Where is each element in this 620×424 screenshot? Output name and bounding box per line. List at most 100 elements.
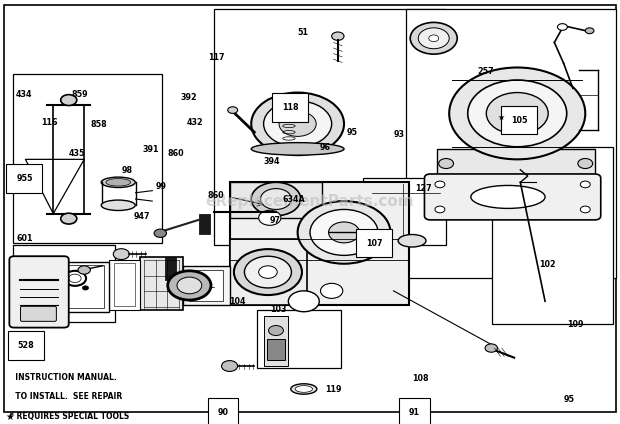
Text: 435: 435 — [69, 149, 85, 158]
Bar — [437, 149, 595, 178]
Ellipse shape — [101, 177, 135, 187]
Text: 93: 93 — [394, 130, 404, 139]
Circle shape — [486, 92, 548, 134]
Text: 98: 98 — [122, 166, 133, 175]
Bar — [109, 259, 140, 310]
Circle shape — [485, 344, 497, 352]
Ellipse shape — [398, 234, 426, 247]
Circle shape — [177, 277, 202, 294]
Circle shape — [251, 182, 301, 216]
Circle shape — [332, 32, 344, 40]
Ellipse shape — [291, 384, 317, 394]
Bar — [406, 9, 616, 278]
Bar — [363, 178, 446, 245]
Bar — [140, 257, 183, 310]
Circle shape — [154, 229, 167, 237]
Text: 601: 601 — [16, 234, 33, 243]
Circle shape — [264, 101, 332, 147]
Circle shape — [580, 181, 590, 188]
Circle shape — [259, 210, 281, 225]
Circle shape — [61, 95, 77, 106]
Text: 860: 860 — [208, 191, 224, 200]
Text: eReplacementParts.com: eReplacementParts.com — [206, 194, 414, 209]
Circle shape — [221, 360, 237, 371]
Bar — [257, 310, 341, 368]
Text: 96: 96 — [319, 142, 330, 152]
Circle shape — [260, 189, 291, 209]
Ellipse shape — [471, 185, 545, 209]
Bar — [214, 9, 446, 245]
Text: 108: 108 — [412, 374, 428, 383]
Circle shape — [449, 67, 585, 159]
Circle shape — [435, 206, 445, 213]
Text: 119: 119 — [326, 385, 342, 394]
Text: 91: 91 — [409, 408, 420, 417]
Text: * REQUIRES SPECIAL TOOLS: * REQUIRES SPECIAL TOOLS — [10, 412, 129, 421]
Circle shape — [251, 92, 344, 155]
Bar — [198, 214, 210, 234]
Text: 107: 107 — [366, 239, 382, 248]
Circle shape — [329, 222, 360, 243]
Circle shape — [418, 28, 449, 49]
Circle shape — [82, 286, 89, 290]
Text: ★: ★ — [497, 114, 505, 123]
Text: 51: 51 — [298, 28, 309, 37]
Bar — [229, 182, 409, 305]
Bar — [63, 262, 109, 312]
Circle shape — [69, 274, 81, 282]
Circle shape — [298, 201, 391, 264]
Bar — [114, 263, 135, 306]
Text: 95: 95 — [564, 395, 575, 404]
Text: 947: 947 — [134, 212, 150, 220]
Text: INSTRUCTION MANUAL.: INSTRUCTION MANUAL. — [10, 373, 117, 382]
Text: 127: 127 — [415, 184, 432, 193]
Circle shape — [429, 35, 439, 42]
Circle shape — [310, 209, 378, 255]
Circle shape — [234, 249, 302, 295]
Text: 116: 116 — [41, 117, 58, 127]
Circle shape — [435, 181, 445, 188]
Text: 104: 104 — [229, 297, 246, 306]
Bar — [189, 270, 223, 301]
Bar — [264, 316, 288, 366]
Circle shape — [64, 271, 86, 286]
Text: 97: 97 — [270, 216, 281, 225]
Text: 95: 95 — [347, 128, 358, 137]
Text: 432: 432 — [186, 117, 203, 127]
Bar — [165, 257, 175, 280]
Bar — [229, 239, 307, 305]
Circle shape — [578, 159, 593, 168]
Circle shape — [288, 291, 319, 312]
Text: 257: 257 — [477, 67, 494, 76]
Text: 109: 109 — [567, 320, 583, 329]
Text: TO INSTALL.  SEE REPAIR: TO INSTALL. SEE REPAIR — [10, 392, 122, 402]
Circle shape — [585, 28, 594, 33]
Circle shape — [467, 80, 567, 147]
Text: 858: 858 — [91, 120, 107, 129]
Ellipse shape — [101, 200, 135, 210]
Circle shape — [113, 249, 130, 259]
Bar — [492, 147, 613, 324]
Bar — [267, 339, 285, 360]
Circle shape — [268, 326, 283, 335]
FancyBboxPatch shape — [9, 256, 69, 328]
FancyBboxPatch shape — [425, 174, 601, 220]
Circle shape — [30, 271, 52, 286]
Text: 117: 117 — [208, 53, 224, 62]
Circle shape — [557, 24, 567, 31]
Text: 955: 955 — [16, 174, 33, 183]
Ellipse shape — [106, 179, 131, 186]
Text: 392: 392 — [180, 92, 197, 101]
Text: 860: 860 — [168, 149, 184, 158]
Text: 118: 118 — [282, 103, 299, 112]
Ellipse shape — [251, 142, 344, 155]
Bar — [183, 266, 229, 305]
Circle shape — [580, 206, 590, 213]
Circle shape — [517, 193, 536, 205]
Circle shape — [521, 195, 531, 202]
Bar — [13, 245, 115, 322]
Circle shape — [78, 266, 91, 274]
Text: 528: 528 — [17, 341, 34, 350]
Ellipse shape — [295, 386, 312, 392]
Text: 99: 99 — [156, 182, 166, 191]
